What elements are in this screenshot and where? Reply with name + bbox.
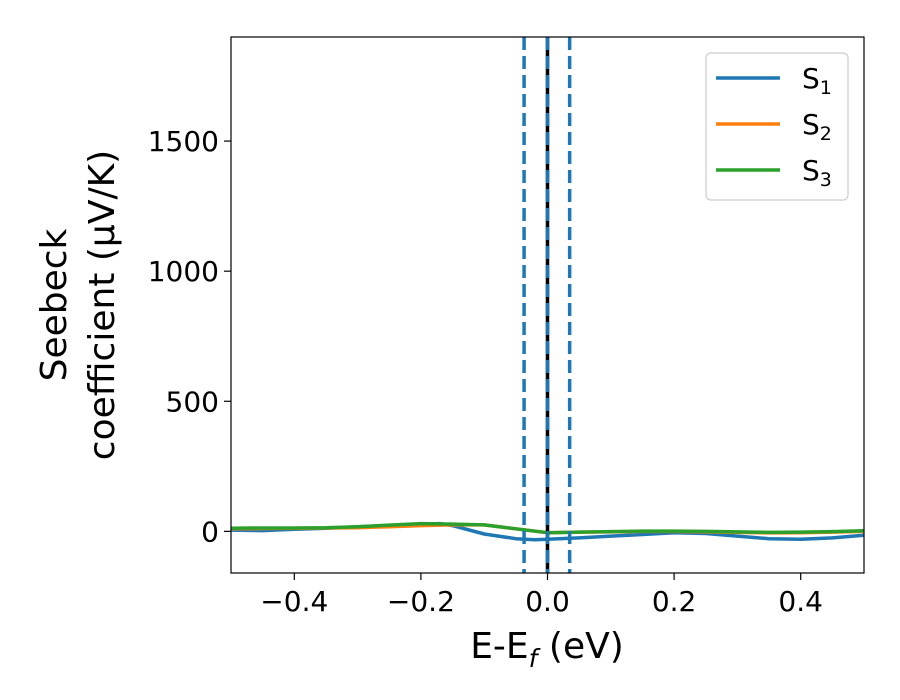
legend-label-2: S2 <box>802 108 832 145</box>
x-axis-label: E-Ef (eV) <box>470 626 624 673</box>
y-axis-label: Seebeck coefficient (μV/K) <box>34 150 123 460</box>
vline-layer <box>522 37 572 573</box>
legend: S1 S2 S3 <box>705 52 849 201</box>
x-axis-ticks: −0.4 −0.2 0.0 0.2 0.4 <box>260 573 823 618</box>
y-tick-label: 500 <box>166 385 219 418</box>
x-tick-label: 0.2 <box>652 585 697 618</box>
y-tick-label: 1000 <box>148 255 219 288</box>
y-axis-label-line1: Seebeck <box>34 228 75 381</box>
y-axis-ticks: 0 500 1000 1500 <box>148 125 231 548</box>
y-tick-label: 1500 <box>148 125 219 158</box>
x-tick-label: −0.4 <box>260 585 328 618</box>
y-tick-label: 0 <box>201 515 219 548</box>
legend-box <box>705 52 849 201</box>
y-axis-label-line2: coefficient (μV/K) <box>82 150 123 460</box>
x-tick-label: 0.0 <box>525 585 570 618</box>
legend-label-3: S3 <box>802 154 832 191</box>
legend-label-1: S1 <box>802 62 832 99</box>
x-tick-label: 0.4 <box>778 585 823 618</box>
x-tick-label: −0.2 <box>387 585 455 618</box>
